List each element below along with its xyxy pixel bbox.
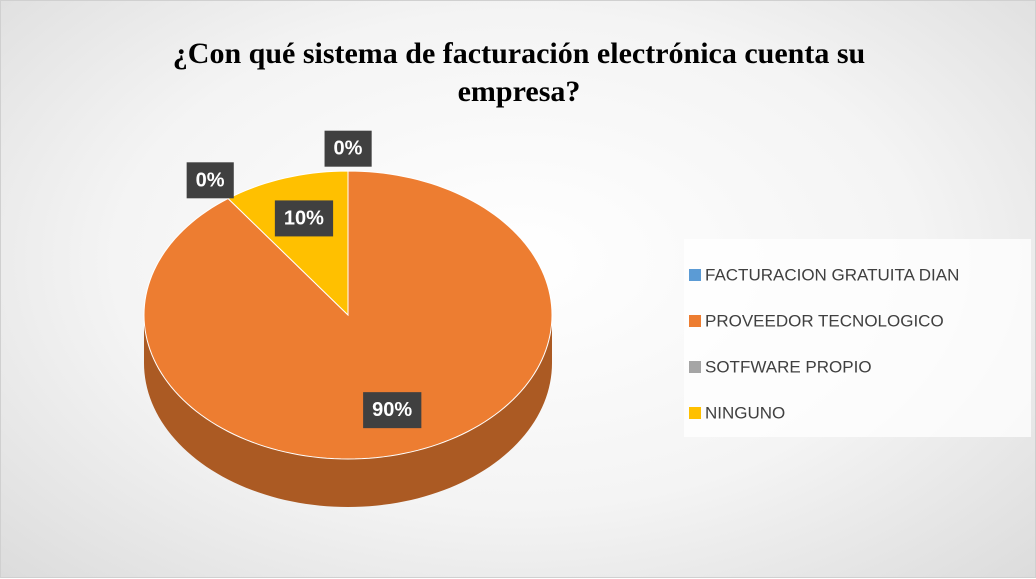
legend-label: PROVEEDOR TECNOLOGICO	[705, 311, 944, 330]
data-label: 90%	[372, 399, 412, 421]
data-label-bg	[274, 200, 334, 237]
chart-title: ¿Con qué sistema de facturación electrón…	[172, 37, 866, 108]
data-label-bg	[186, 162, 234, 199]
legend-swatch	[689, 269, 701, 281]
data-label-bg	[324, 130, 372, 167]
legend-label: FACTURACION GRATUITA DIAN	[705, 265, 959, 284]
legend-box	[684, 239, 1031, 437]
legend-swatch	[689, 315, 701, 327]
data-label: 0%	[196, 169, 225, 191]
data-label-bg	[363, 392, 422, 429]
legend-label: NINGUNO	[705, 403, 785, 422]
data-label: 10%	[284, 207, 324, 229]
data-label: 0%	[334, 138, 363, 160]
slice-side	[144, 315, 552, 507]
legend-swatch	[689, 407, 701, 419]
legend-swatch	[689, 361, 701, 373]
legend-label: SOTFWARE PROPIO	[705, 357, 872, 376]
